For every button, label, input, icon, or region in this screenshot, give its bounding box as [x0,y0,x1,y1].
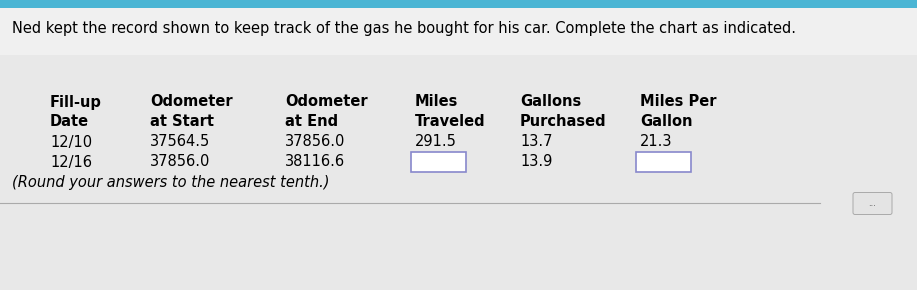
Text: Odometer: Odometer [150,95,233,110]
Bar [0,0,917,8]
Text: Miles: Miles [415,95,458,110]
Text: 12/16: 12/16 [50,155,92,169]
Bar [411,152,466,172]
Text: 291.5: 291.5 [415,135,457,150]
Text: Odometer: Odometer [285,95,368,110]
Text: 13.7: 13.7 [520,135,553,150]
FancyBboxPatch shape [853,193,892,215]
Text: Traveled: Traveled [415,115,486,130]
Text: 12/10: 12/10 [50,135,92,150]
Text: Gallon: Gallon [640,115,692,130]
Text: 21.3: 21.3 [640,135,672,150]
Text: Purchased: Purchased [520,115,607,130]
Text: Ned kept the record shown to keep track of the gas he bought for his car. Comple: Ned kept the record shown to keep track … [12,21,796,35]
Text: Miles Per: Miles Per [640,95,716,110]
Bar [636,152,691,172]
Bar [0,8,917,55]
Text: at Start: at Start [150,115,214,130]
Text: Fill-up: Fill-up [50,95,102,110]
Bar [0,55,917,290]
Text: 38116.6: 38116.6 [285,155,345,169]
Text: at End: at End [285,115,338,130]
Text: Date: Date [50,115,89,130]
Text: (Round your answers to the nearest tenth.): (Round your answers to the nearest tenth… [12,175,329,191]
Text: 37856.0: 37856.0 [285,135,346,150]
Text: 37564.5: 37564.5 [150,135,210,150]
Text: 13.9: 13.9 [520,155,552,169]
Text: 37856.0: 37856.0 [150,155,210,169]
Text: ...: ... [868,199,877,208]
Text: Gallons: Gallons [520,95,581,110]
